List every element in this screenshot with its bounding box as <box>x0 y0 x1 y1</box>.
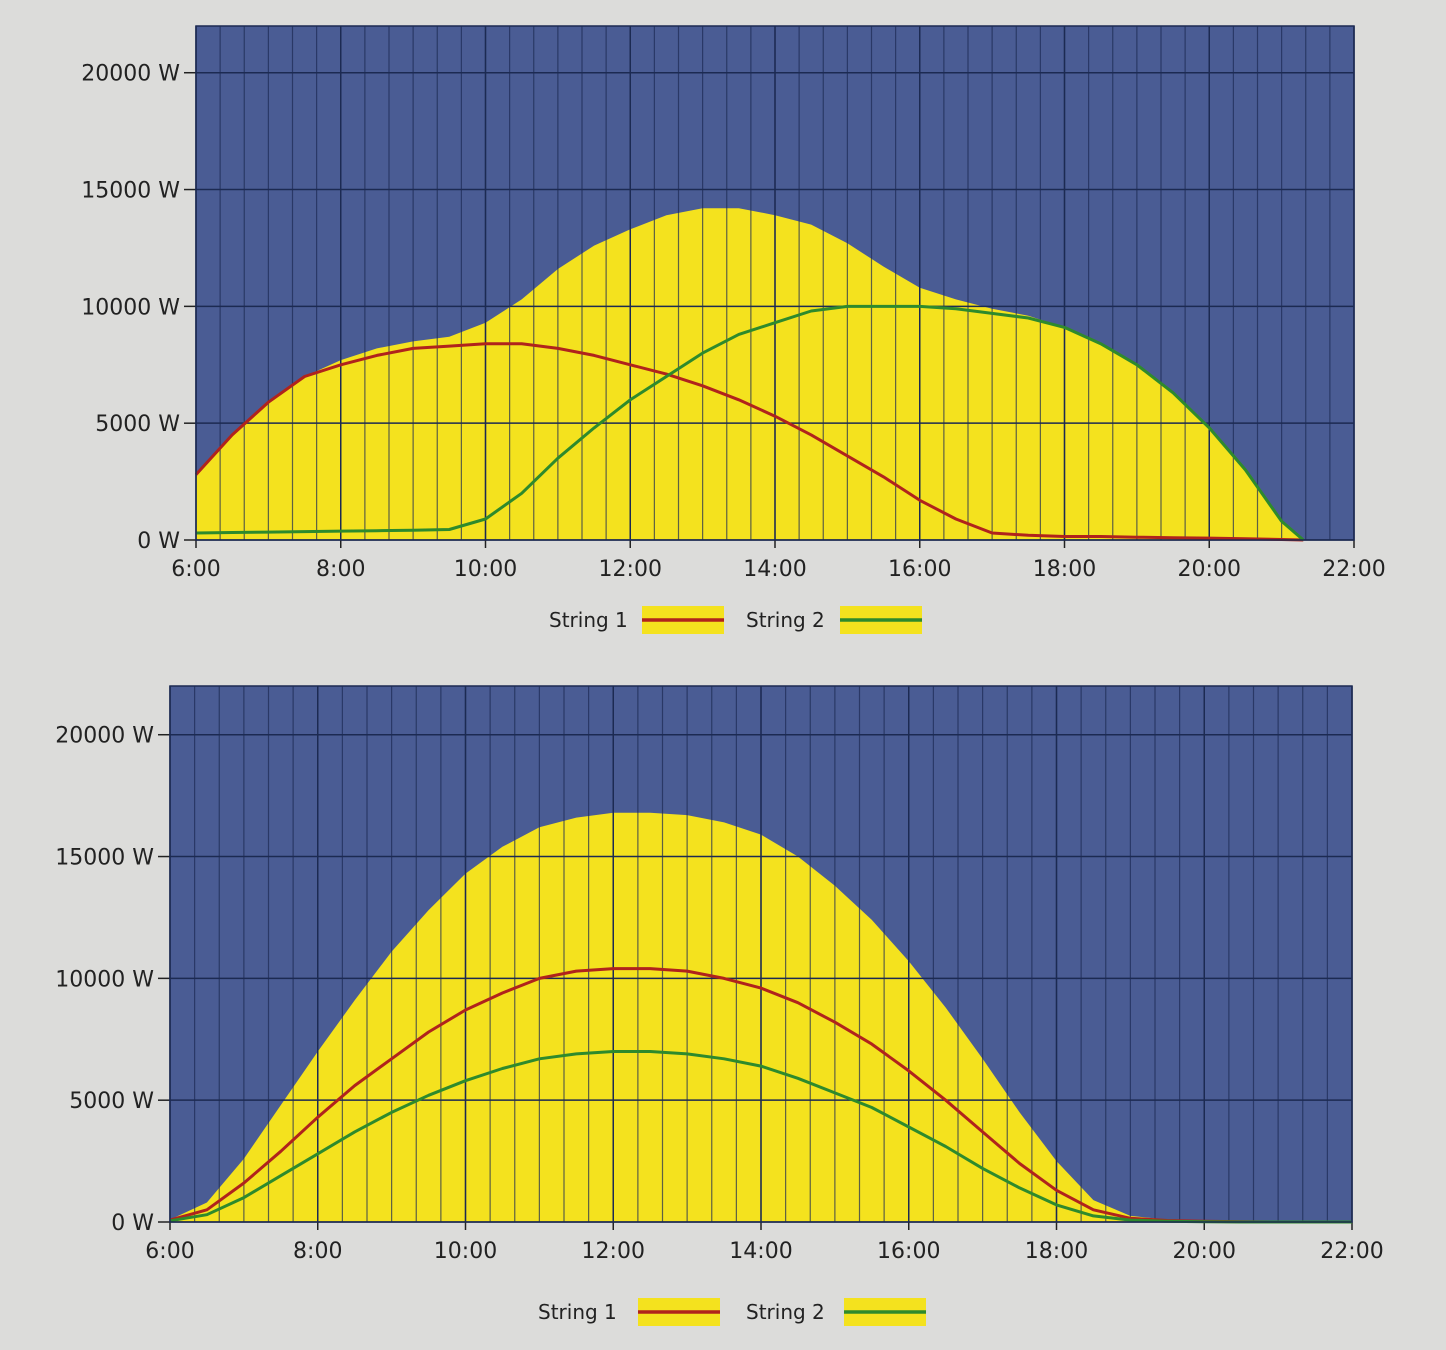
total-yield-area <box>196 208 1304 540</box>
chart-1: 0 W 5000 W 10000 W 15000 W 20000 W 6:00 8:00 10… <box>81 25 1386 634</box>
legend: String 1 String 2 <box>549 606 922 634</box>
y-tick-label: 15000 W <box>55 846 154 871</box>
y-tick-label: 10000 W <box>55 967 154 992</box>
y-tick-label: 5000 W <box>69 1089 154 1114</box>
series-line-1 <box>194 342 1304 542</box>
x-tick-label: 20:00 <box>1173 1239 1236 1264</box>
x-tick-label: 16:00 <box>877 1239 940 1264</box>
series-line-2 <box>195 304 1305 542</box>
x-tick-label: 22:00 <box>1320 1239 1383 1264</box>
x-tick-label: 10:00 <box>454 557 517 582</box>
x-tick-label: 14:00 <box>729 1239 792 1264</box>
x-tick-label: 22:00 <box>1322 557 1385 582</box>
legend: String 1 String 2 <box>538 1298 926 1326</box>
x-tick-label: 20:00 <box>1178 557 1241 582</box>
legend-label-1: String 1 <box>538 1300 617 1324</box>
x-tick-label: 18:00 <box>1033 557 1096 582</box>
legend-label-1: String 1 <box>549 608 628 632</box>
y-tick-label: 0 W <box>111 1211 154 1236</box>
y-tick-label: 5000 W <box>95 412 180 437</box>
chart-2: 0 W 5000 W 10000 W 15000 W 20000 W 6:00 8:00 10… <box>55 685 1384 1326</box>
x-tick-label: 10:00 <box>434 1239 497 1264</box>
y-tick-label: 10000 W <box>81 295 180 320</box>
x-tick-label: 12:00 <box>582 1239 645 1264</box>
y-tick-label: 0 W <box>137 529 180 554</box>
x-tick-label: 12:00 <box>599 557 662 582</box>
x-tick-label: 6:00 <box>171 557 220 582</box>
x-tick-label: 6:00 <box>145 1239 194 1264</box>
legend-label-2: String 2 <box>746 608 825 632</box>
y-tick-label: 20000 W <box>55 724 154 749</box>
x-tick-label: 8:00 <box>316 557 365 582</box>
series-line-2 <box>169 1050 1352 1224</box>
x-tick-label: 18:00 <box>1025 1239 1088 1264</box>
plot-border <box>195 25 1355 541</box>
plot-border <box>169 685 1353 1223</box>
y-tick-label: 15000 W <box>81 179 180 204</box>
legend-label-2: String 2 <box>746 1300 825 1324</box>
y-tick-label: 20000 W <box>81 62 180 87</box>
x-tick-label: 14:00 <box>743 557 806 582</box>
x-tick-label: 8:00 <box>293 1239 342 1264</box>
x-tick-label: 16:00 <box>888 557 951 582</box>
